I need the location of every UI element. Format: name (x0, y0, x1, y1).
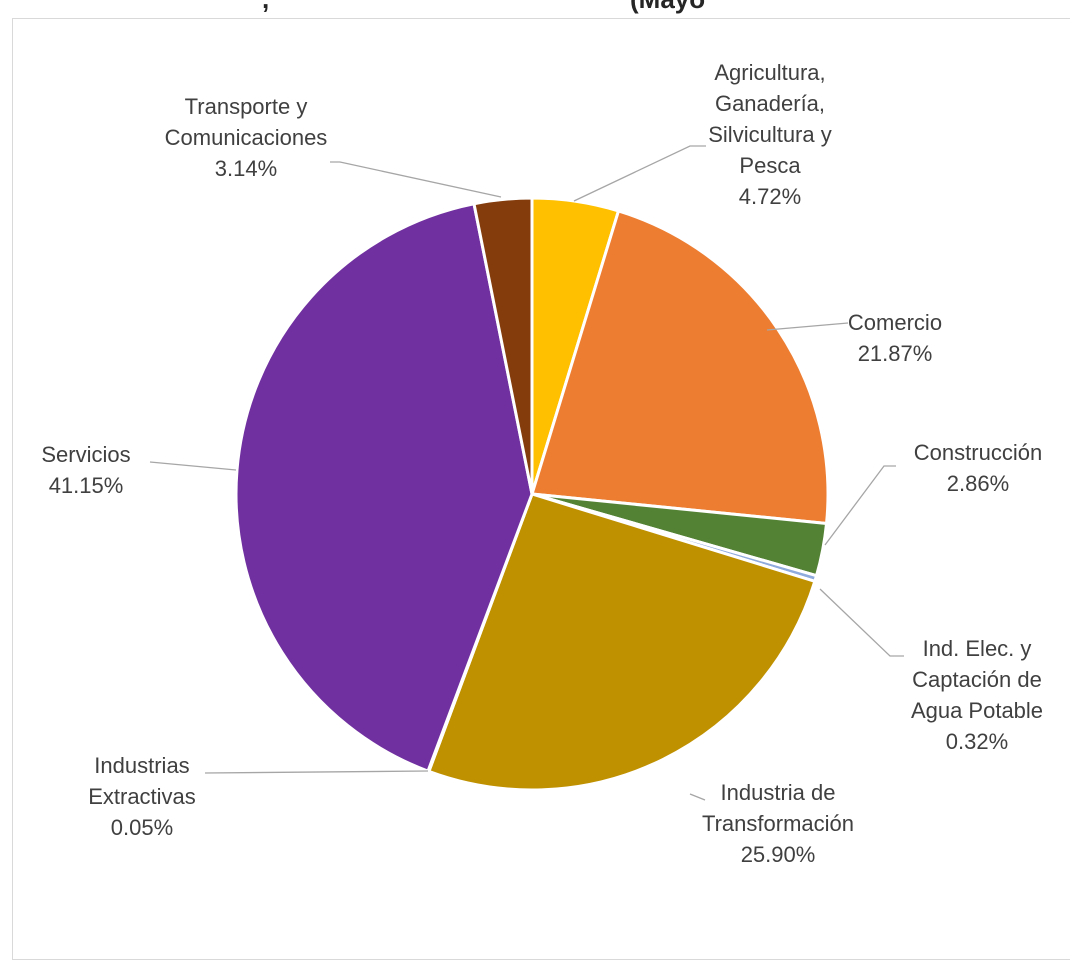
slice-name-line: Industrias (94, 753, 189, 778)
data-label-3: Construcción 2.86% (914, 440, 1042, 496)
chart-title-text: , (262, 0, 269, 14)
leader-line-2 (766, 322, 849, 331)
slice-name-line: Ganadería, (715, 91, 825, 116)
slice-name-line: Comercio (848, 310, 942, 335)
data-labels: Agricultura, Ganadería, Silvicultura y Pesc… (41, 60, 1043, 867)
slice-percent: 0.32% (946, 729, 1008, 754)
slice-percent: 2.86% (947, 471, 1009, 496)
slice-name-line: Ind. Elec. y (923, 636, 1032, 661)
slice-percent: 4.72% (739, 184, 801, 209)
slice-name-line: Comunicaciones (165, 125, 328, 150)
leader-line-1 (573, 145, 706, 202)
leader-line-8 (330, 161, 502, 198)
pie-slices (234, 196, 830, 792)
chart-title: , (Mayo (262, 0, 705, 14)
leader-line-5 (689, 793, 706, 801)
slice-name-line: Servicios (41, 442, 130, 467)
leader-lines (149, 145, 904, 801)
slice-name-line: Captación de (912, 667, 1042, 692)
data-label-6: Industrias Extractivas 0.05% (88, 753, 196, 840)
slice-percent: 25.90% (741, 842, 816, 867)
slice-percent: 21.87% (858, 341, 933, 366)
data-label-4: Ind. Elec. y Captación de Agua Potable 0.32… (911, 636, 1043, 754)
data-label-1: Agricultura, Ganadería, Silvicultura y Pesc… (708, 60, 831, 209)
slice-name-line: Extractivas (88, 784, 196, 809)
data-label-8: Transporte y Comunicaciones 3.14% (165, 94, 328, 181)
pie-slice-7 (234, 201, 534, 774)
data-label-5: Industria de Transformación 25.90% (702, 780, 854, 867)
slice-percent: 3.14% (215, 156, 277, 181)
slice-name-line: Agricultura, (714, 60, 825, 85)
slice-percent: 41.15% (49, 473, 124, 498)
pie-slice-2 (530, 209, 830, 526)
leader-line-3 (824, 465, 896, 546)
data-label-2: Comercio 21.87% (848, 310, 942, 366)
leader-line-4 (819, 588, 904, 657)
chart-title-note: (Mayo (630, 0, 705, 14)
slice-name-line: Industria de (721, 780, 836, 805)
data-label-7: Servicios 41.15% (41, 442, 130, 498)
slice-name-line: Transformación (702, 811, 854, 836)
leader-line-7 (149, 461, 237, 471)
pie-slice-8 (472, 196, 534, 495)
slice-name-line: Transporte y (185, 94, 308, 119)
slice-name-line: Construcción (914, 440, 1042, 465)
leader-line-6 (204, 770, 429, 774)
slice-name-line: Silvicultura y (708, 122, 831, 147)
pie-chart: , (Mayo Agricultura, Ganadería, Silvicultu… (41, 0, 1043, 867)
slice-percent: 0.05% (111, 815, 173, 840)
slice-name-line: Pesca (739, 153, 801, 178)
pie-slice-5 (426, 492, 817, 792)
slice-name-line: Agua Potable (911, 698, 1043, 723)
